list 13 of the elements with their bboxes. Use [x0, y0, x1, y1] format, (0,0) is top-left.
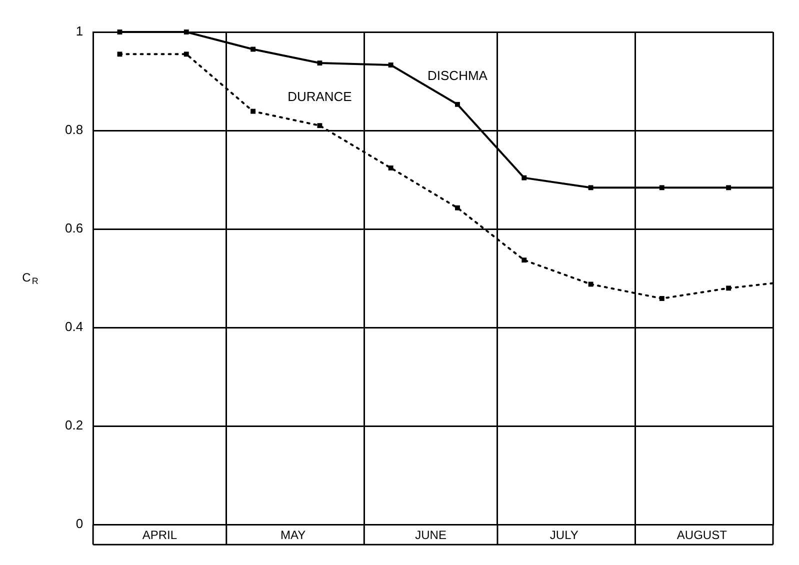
- x-tick-label: JUNE: [415, 528, 446, 542]
- series-label: DURANCE: [288, 89, 352, 104]
- y-tick-label: 0.4: [64, 319, 84, 334]
- y-tick-label: 0.6: [64, 220, 84, 236]
- y-tick-label: 0.8: [64, 122, 84, 138]
- x-tick-label: AUGUST: [676, 528, 728, 542]
- y-tick-label: 0: [76, 516, 84, 532]
- x-tick-label: JULY: [550, 528, 578, 542]
- y-tick-label: 1: [76, 24, 84, 39]
- series-label: DISCHMA: [428, 68, 488, 83]
- x-tick-label: MAY: [280, 528, 306, 542]
- x-tick-label: APRIL: [142, 528, 178, 542]
- y-tick-label: 0.2: [64, 418, 84, 433]
